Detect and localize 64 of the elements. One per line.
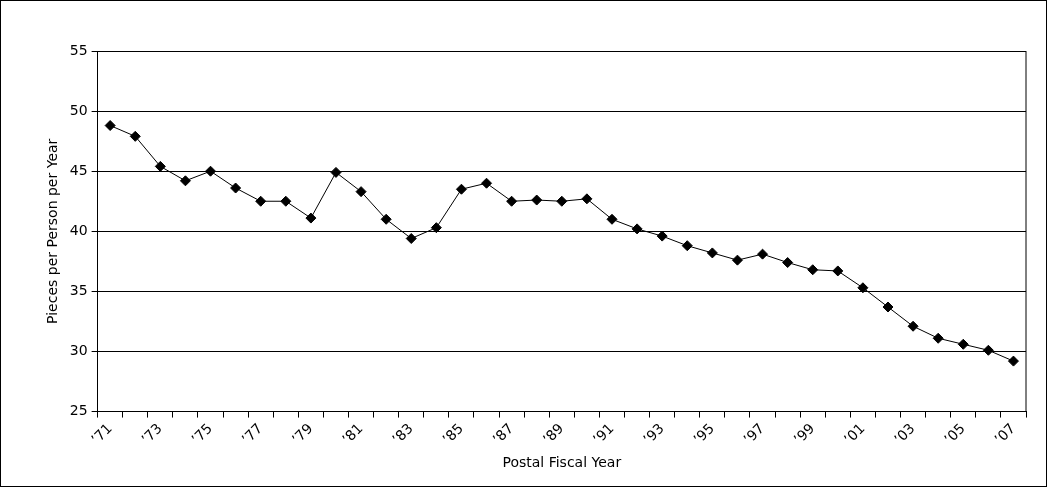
point <box>731 254 743 266</box>
point <box>907 320 919 332</box>
point <box>405 233 417 244</box>
point <box>230 182 242 194</box>
point <box>104 120 116 132</box>
point <box>857 282 869 294</box>
point <box>205 165 217 177</box>
x-tick-label: ’83 <box>388 419 416 447</box>
x-tick-label: ’07 <box>991 419 1019 447</box>
x-tick-label: ’77 <box>238 419 266 447</box>
point <box>1007 355 1019 367</box>
x-tick-label: ’95 <box>689 419 718 447</box>
point <box>807 264 819 276</box>
point <box>280 195 292 207</box>
point <box>179 175 191 187</box>
point <box>706 247 718 259</box>
point <box>355 186 367 198</box>
y-tick-label: 45 <box>69 161 88 178</box>
x-axis-title: Postal Fiscal Year <box>502 454 622 471</box>
point <box>531 194 543 206</box>
point <box>129 130 141 142</box>
point <box>757 248 769 260</box>
point <box>957 338 969 350</box>
point <box>982 344 994 356</box>
point <box>481 177 493 189</box>
y-tick-label: 30 <box>69 342 88 359</box>
point <box>380 213 392 225</box>
point <box>255 195 267 207</box>
x-tick-label: ’75 <box>188 419 216 447</box>
x-tick-label: ’97 <box>740 419 768 447</box>
y-tick-label: 55 <box>69 41 88 58</box>
x-tick-label: ’89 <box>539 419 567 447</box>
point <box>606 213 618 225</box>
x-tick-label: ’79 <box>288 419 316 447</box>
y-tick-label: 40 <box>69 221 88 238</box>
y-tick-label: 35 <box>69 282 88 299</box>
point <box>581 193 593 205</box>
y-tick-label: 50 <box>69 101 88 118</box>
point <box>882 301 894 313</box>
x-tick-label: ’01 <box>840 419 868 447</box>
x-tick-label: ’03 <box>890 419 918 447</box>
point <box>782 257 794 269</box>
x-tick-label: ’73 <box>137 419 166 447</box>
x-tick-label: ’93 <box>639 419 667 447</box>
point <box>305 212 317 224</box>
y-tick-label: 25 <box>69 402 88 419</box>
x-tick-label: ’81 <box>338 419 366 447</box>
y-axis-title: Pieces per Person per Year <box>44 138 61 324</box>
point <box>681 240 693 252</box>
x-tick-label: ’91 <box>589 419 617 447</box>
x-tick-label: ’71 <box>87 419 115 447</box>
point <box>455 183 467 195</box>
point <box>506 195 518 207</box>
point <box>832 265 844 277</box>
point <box>932 332 944 344</box>
x-tick-label: ’87 <box>489 419 517 447</box>
x-tick-label: ’99 <box>790 419 818 447</box>
point <box>154 160 166 172</box>
point <box>330 166 342 178</box>
point <box>430 222 442 234</box>
point <box>631 223 643 235</box>
point <box>556 195 568 207</box>
x-tick-label: ’05 <box>940 419 968 447</box>
x-tick-label: ’85 <box>439 419 467 447</box>
